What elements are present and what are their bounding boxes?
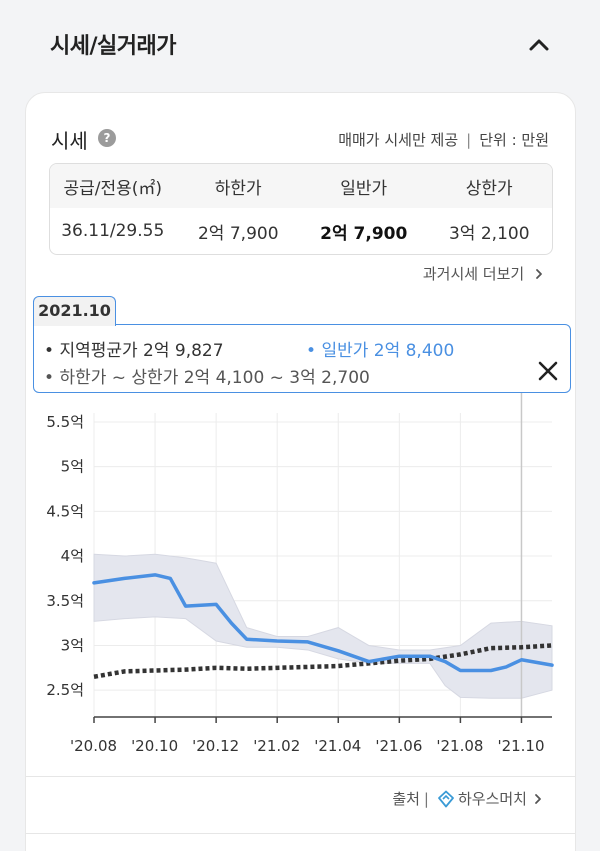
- y-tick-label: 4.5억: [46, 502, 84, 520]
- y-axis-labels: 5.5억 5억 4.5억 4억 3.5억 3억 2.5억: [46, 413, 84, 699]
- price-range-band: [93, 553, 553, 699]
- header-area: 공급/전용(㎡): [63, 178, 163, 199]
- price-table: 공급/전용(㎡) 하한가 일반가 상한가 36.11/29.55 2억 7,90…: [49, 163, 553, 255]
- y-tick-label: 2.5억: [46, 681, 84, 699]
- section-header: 시세/실거래가: [0, 0, 600, 92]
- price-chart[interactable]: 5.5억 5억 4.5억 4억 3.5억 3억 2.5억 '20.08 '20.10 '20.1…: [26, 393, 576, 773]
- price-note-text: 매매가 시세만 제공: [338, 131, 459, 149]
- y-tick-label: 5억: [61, 458, 84, 476]
- value-general: 2억 7,900: [320, 223, 408, 244]
- header-upper: 상한가: [465, 178, 513, 199]
- price-table-row: 36.11/29.55 2억 7,900 2억 7,900 3억 2,100: [50, 208, 552, 254]
- x-axis-labels: '20.08 '20.10 '20.12 '21.02 '21.04 '21.06 '21.…: [70, 717, 545, 755]
- tooltip-range: • 하한가 ~ 상한가 2억 4,100 ~ 3억 2,700: [44, 368, 370, 388]
- section-title: 시세/실거래가: [50, 34, 176, 59]
- x-tick-label: '21.08: [436, 737, 483, 755]
- x-tick-label: '21.06: [375, 737, 422, 755]
- price-card: 시세 ? 매매가 시세만 제공 | 단위 : 만원 공급/전용(㎡) 하한가 일반가…: [25, 92, 576, 851]
- housemuch-logo-icon: [438, 790, 454, 807]
- close-icon[interactable]: [534, 357, 562, 385]
- chevron-up-icon[interactable]: [524, 30, 554, 60]
- note-separator: |: [466, 131, 472, 149]
- source-link[interactable]: 출처 | 하우스머치: [392, 788, 547, 809]
- x-tick-label: '20.10: [131, 737, 178, 755]
- value-lower: 2억 7,900: [197, 223, 279, 244]
- source-label: 출처: [392, 790, 420, 808]
- past-prices-link[interactable]: 과거시세 더보기: [423, 263, 545, 284]
- value-area: 36.11/29.55: [61, 221, 165, 241]
- header-general: 일반가: [340, 178, 388, 199]
- tooltip-general-text: 일반가 2억 8,400: [321, 341, 455, 361]
- past-prices-link-label: 과거시세 더보기: [422, 265, 525, 283]
- tooltip-regional-avg-text: 지역평균가 2억 9,827: [59, 341, 224, 361]
- y-tick-label: 3.5억: [46, 592, 84, 610]
- divider: [26, 776, 575, 777]
- chevron-right-icon: [535, 793, 541, 804]
- x-tick-label: '20.12: [192, 737, 239, 755]
- x-tick-label: '20.08: [70, 737, 117, 755]
- tooltip-regional-avg: • 지역평균가 2억 9,827: [44, 341, 224, 361]
- chevron-right-icon: [536, 269, 542, 279]
- price-note: 매매가 시세만 제공 | 단위 : 만원: [338, 129, 549, 150]
- y-tick-label: 4억: [61, 547, 84, 565]
- y-tick-label: 3억: [61, 636, 84, 654]
- header-lower: 하한가: [214, 178, 262, 199]
- unit-text: 단위 : 만원: [479, 131, 549, 149]
- help-icon[interactable]: ?: [98, 129, 116, 147]
- tooltip-range-text: 하한가 ~ 상한가 2억 4,100 ~ 3억 2,700: [59, 368, 370, 388]
- source-separator: |: [423, 789, 429, 808]
- x-tick-label: '21.04: [314, 737, 361, 755]
- price-label: 시세: [51, 129, 88, 153]
- chart-tooltip: • 지역평균가 2억 9,827 • 일반가 2억 8,400 • 하한가 ~ …: [33, 324, 571, 393]
- value-upper: 3억 2,100: [448, 223, 530, 244]
- x-tick-label: '21.10: [497, 737, 544, 755]
- x-tick-label: '21.02: [253, 737, 300, 755]
- general-price-line: [92, 573, 554, 673]
- y-tick-label: 5.5억: [46, 413, 84, 431]
- price-table-header: 공급/전용(㎡) 하한가 일반가 상한가: [50, 164, 552, 208]
- divider: [26, 833, 575, 834]
- tooltip-date-tab: 2021.10: [33, 296, 116, 326]
- tooltip-general: • 일반가 2억 8,400: [306, 341, 455, 361]
- source-brand: 하우스머치: [457, 790, 527, 808]
